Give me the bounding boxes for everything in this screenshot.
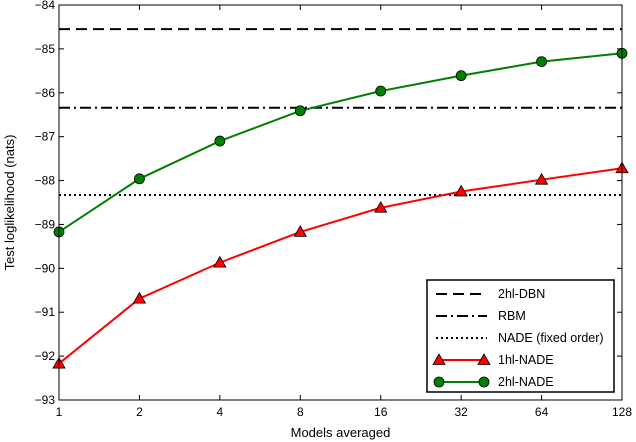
series-1-point: [534, 172, 549, 185]
series-1-point: [293, 225, 307, 237]
x-tick-label: 128: [612, 405, 632, 419]
x-tick-label: 2: [136, 405, 143, 419]
y-tick-label: −89: [35, 217, 56, 231]
series-1-point: [454, 184, 468, 197]
legend-label: 2hl-NADE: [498, 375, 554, 389]
series-2-point: [214, 135, 226, 147]
legend: 2hl-DBN RBM NADE (fixed order) 1hl-NADE 2hl-…: [426, 279, 615, 393]
reference-lines: [59, 28, 622, 197]
legend-marker: [478, 376, 490, 388]
legend-marker: [433, 376, 445, 388]
y-tick-label: −86: [35, 86, 56, 100]
legend-box: [426, 279, 615, 393]
legend-label: NADE (fixed order): [498, 331, 604, 345]
series-1-point: [374, 200, 388, 213]
y-tick-label: −91: [35, 305, 56, 319]
series-2-point: [375, 85, 387, 97]
x-tick-label: 16: [374, 405, 388, 419]
legend-label: 1hl-NADE: [498, 353, 554, 367]
y-tick-label: −84: [35, 0, 56, 12]
series-1-point: [213, 255, 227, 268]
x-tick-label: 1: [56, 405, 63, 419]
legend-label: RBM: [498, 309, 526, 323]
series-2-point: [294, 105, 306, 117]
y-tick-label: −93: [35, 393, 56, 407]
x-tick-label: 8: [297, 405, 304, 419]
legend-marker: [432, 353, 446, 365]
series-2-point: [134, 173, 145, 185]
x-tick-label: 64: [535, 405, 549, 419]
x-tick-label: 4: [217, 405, 224, 419]
series-line-2: [58, 52, 623, 233]
series-2-point: [455, 70, 467, 82]
x-tick-label: 32: [454, 405, 468, 419]
legend-label: 2hl-DBN: [498, 287, 545, 301]
series-1-point: [132, 291, 147, 304]
y-tick-label: −87: [35, 130, 56, 144]
x-axis-label: Models averaged: [291, 425, 391, 440]
y-tick-label: −85: [35, 42, 56, 56]
series-2-point: [536, 56, 547, 68]
y-axis-label: Test loglikelihood (nats): [2, 135, 17, 271]
plot-frame: [58, 4, 623, 401]
y-tick-label: −90: [35, 261, 56, 275]
y-tick-label: −88: [35, 174, 56, 188]
y-tick-label: −92: [35, 349, 56, 363]
legend-marker: [477, 353, 491, 365]
series-line-1: [58, 167, 623, 365]
axis-ticks: 1 2 4 8 16 32 64 128 −84 −85 −86 −87 −88 −89 −90 −91 −92…: [35, 0, 633, 419]
